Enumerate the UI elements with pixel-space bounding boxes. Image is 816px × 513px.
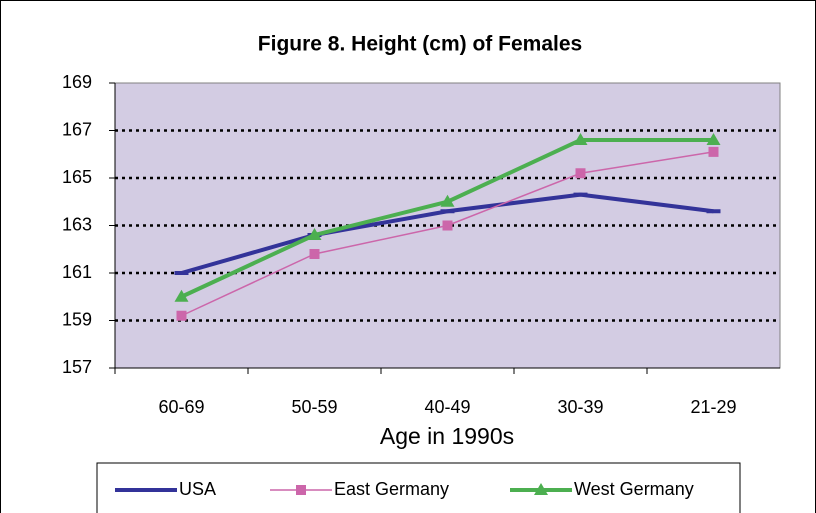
legend-label: West Germany (574, 479, 694, 499)
marker (706, 209, 721, 214)
x-tick-label: 50-59 (291, 397, 337, 417)
marker (706, 133, 721, 145)
marker (573, 133, 588, 145)
y-tick-label: 159 (62, 309, 92, 329)
marker (440, 194, 455, 207)
y-tick-label: 167 (62, 119, 92, 139)
marker (307, 228, 322, 240)
legend-label: East Germany (334, 479, 449, 499)
x-tick-label: 21-29 (690, 397, 736, 417)
legend-marker (296, 485, 306, 495)
legend-label: USA (179, 479, 216, 499)
y-tick-label: 163 (62, 214, 92, 234)
x-tick-label: 60-69 (158, 397, 204, 417)
x-axis-title: Age in 1990s (380, 423, 514, 449)
y-tick-label: 157 (62, 357, 92, 377)
marker (174, 289, 189, 302)
y-tick-label: 161 (62, 262, 92, 282)
legend-marker (139, 488, 153, 492)
legend-marker (534, 483, 548, 495)
marker (575, 168, 586, 179)
marker (573, 192, 588, 197)
marker (176, 310, 187, 321)
chart-title: Figure 8. Height (cm) of Females (258, 33, 582, 56)
legend (96, 462, 741, 513)
marker (174, 271, 189, 275)
marker (708, 146, 719, 157)
x-tick-label: 40-49 (424, 397, 470, 417)
marker (309, 249, 320, 259)
marker (442, 220, 453, 231)
x-tick-label: 30-39 (557, 397, 603, 417)
y-tick-label: 169 (62, 72, 92, 92)
marker (440, 209, 455, 214)
y-tick-label: 165 (62, 167, 92, 187)
